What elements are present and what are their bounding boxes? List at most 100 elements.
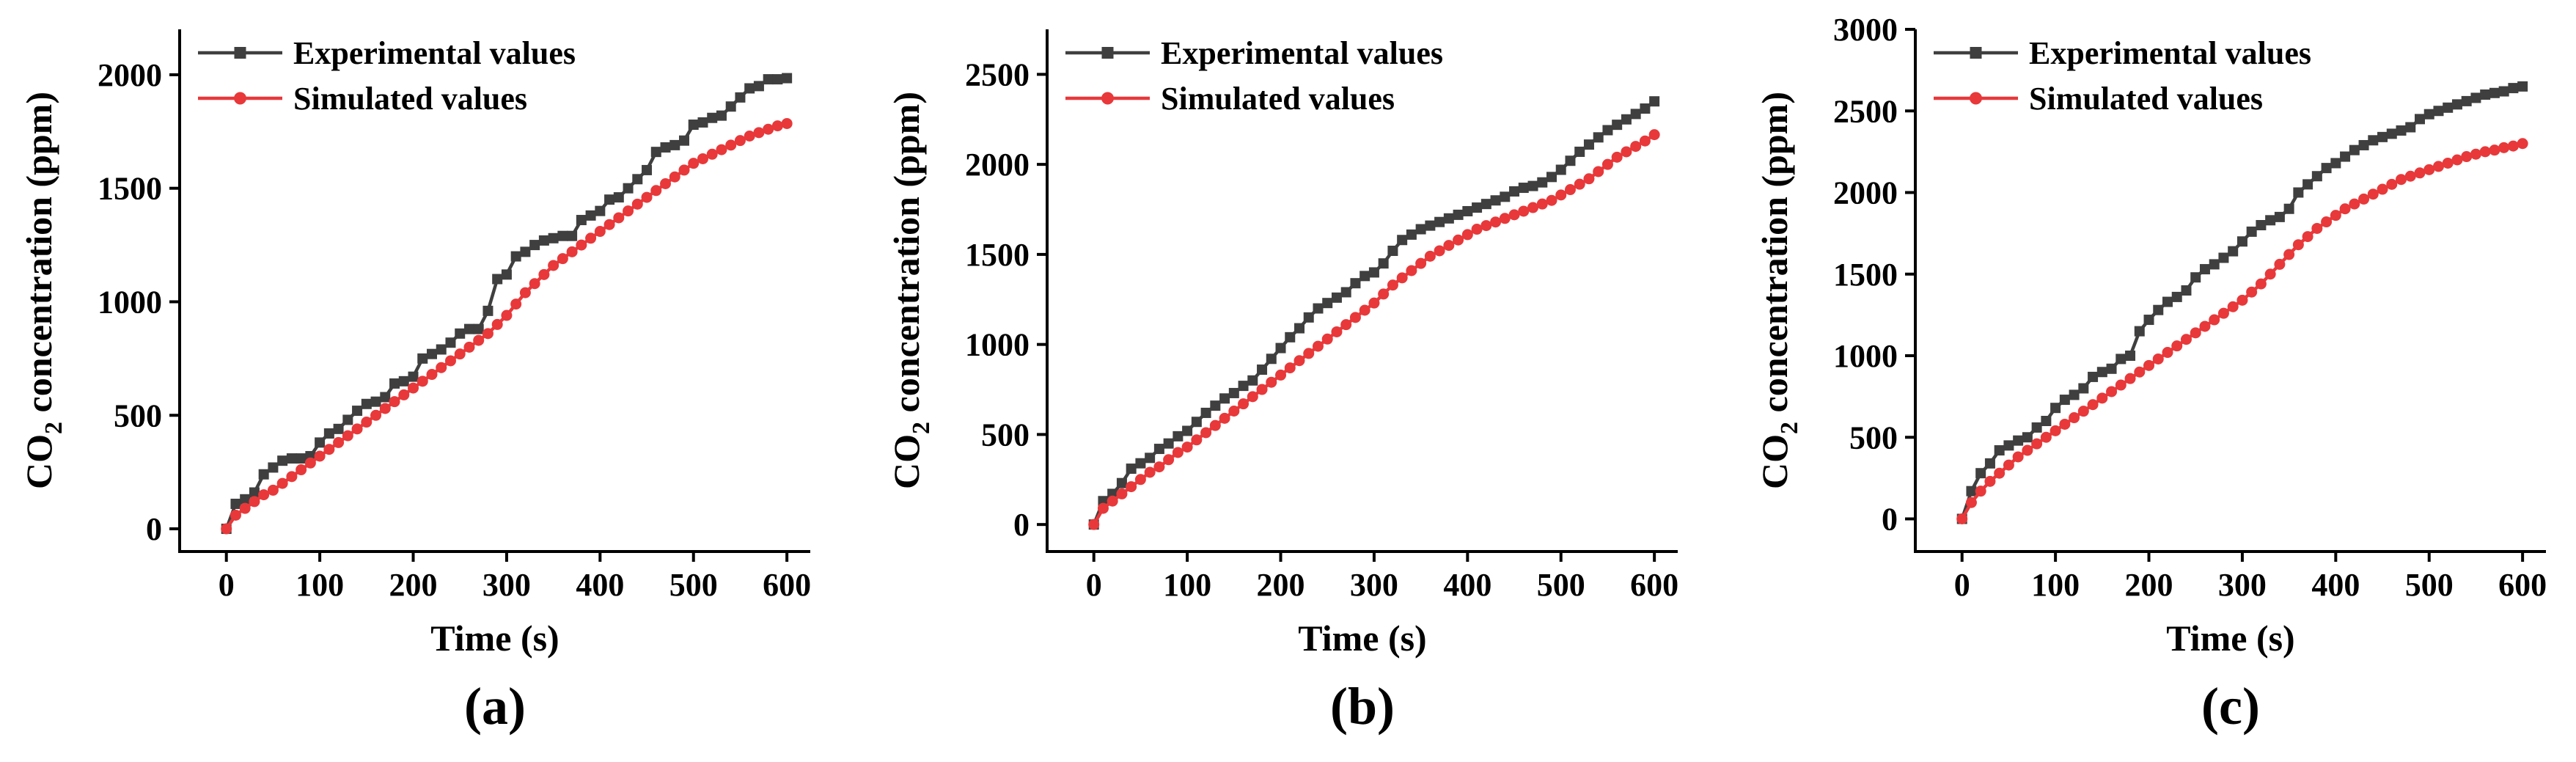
data-point [1135,458,1146,469]
data-point [1593,132,1604,143]
data-point [408,382,419,394]
data-point [1564,184,1576,196]
x-tick-label: 300 [1350,567,1398,603]
data-point [1350,278,1361,289]
data-point [473,334,485,346]
data-point [2432,161,2444,172]
data-point [2124,373,2136,384]
data-point [623,205,634,217]
y-axis-title-main: CO [18,434,59,489]
data-point [1340,287,1351,298]
data-point [314,450,326,462]
data-point [510,251,521,262]
data-point [1294,323,1304,334]
data-point [1555,164,1566,175]
data-point [1527,180,1538,191]
data-point [1200,427,1212,439]
data-point [2013,435,2024,446]
y-axis-title: CO2 concentration (ppm) [1754,92,1803,489]
data-point [1574,178,1585,190]
data-point [1228,405,1240,417]
data-point [1153,444,1164,455]
data-point [510,298,522,310]
data-point [576,215,587,226]
data-point [1088,519,1100,530]
x-axis-title: Time (s) [430,618,559,659]
data-point [567,230,578,241]
data-point [240,494,251,505]
data-point [1172,447,1184,458]
data-point [463,341,475,353]
series-line [1960,142,2523,520]
legend-swatch-marker [1101,47,1114,59]
data-point [276,477,288,489]
data-point [548,232,559,243]
data-point [2012,451,2024,463]
data-point [2115,379,2127,391]
data-point [576,239,587,251]
x-tick-label: 400 [576,567,624,603]
data-point [1107,495,1118,507]
data-point [2152,353,2164,364]
data-point [2358,193,2370,205]
data-point [641,191,653,203]
data-point [1640,103,1651,114]
data-point [2330,158,2341,169]
x-axis-title: Time (s) [2166,618,2294,659]
data-point [782,73,793,84]
data-point [501,269,512,280]
y-axis-title: CO2 concentration (ppm) [18,92,67,489]
data-point [1434,216,1445,227]
data-point [2302,231,2313,243]
data-point [725,101,736,112]
data-point [370,396,381,407]
data-point [351,423,363,435]
data-point [1546,194,1557,206]
panel-label: (c) [2201,677,2260,736]
data-point [1266,353,1277,364]
data-point [427,348,437,359]
data-point [2246,286,2258,298]
data-point [1284,362,1296,374]
data-point [1153,461,1165,473]
data-point [473,323,484,334]
data-point [1256,384,1268,395]
data-point [2264,268,2276,280]
data-point [323,428,334,439]
data-point [436,362,447,373]
data-point [2489,144,2500,156]
data-point [697,117,708,128]
data-point [491,318,503,330]
data-point [1574,146,1585,157]
data-point [2377,131,2388,142]
data-point [1425,220,1436,231]
y-axis-title-rest: concentration (ppm) [18,92,59,422]
data-point [333,423,344,434]
data-point [613,212,625,224]
data-point [603,219,615,230]
data-point [2321,216,2333,228]
data-point [1461,229,1473,241]
data-point [678,164,690,176]
x-tick-label: 100 [296,567,344,603]
data-point [1583,139,1594,150]
data-point [2498,142,2510,153]
legend-swatch-marker [1101,92,1114,105]
data-point [763,74,774,85]
y-tick-label: 500 [114,398,162,433]
data-point [1134,474,1146,486]
data-point [379,403,391,414]
data-point [763,123,774,135]
data-point [1312,340,1324,352]
data-point [688,158,700,169]
data-point [2274,258,2286,270]
x-tick-label: 200 [1257,567,1305,603]
panel-label: (b) [1330,677,1395,736]
data-point [2217,307,2229,319]
data-point [2517,81,2528,92]
data-point [1965,497,1977,508]
data-point [1984,475,1996,487]
data-point [249,487,260,498]
data-point [716,110,727,121]
chart-panel: 0 100 200 300 400 500 600 0 500 1000 1500 2000 2500 T… [886,29,1678,736]
